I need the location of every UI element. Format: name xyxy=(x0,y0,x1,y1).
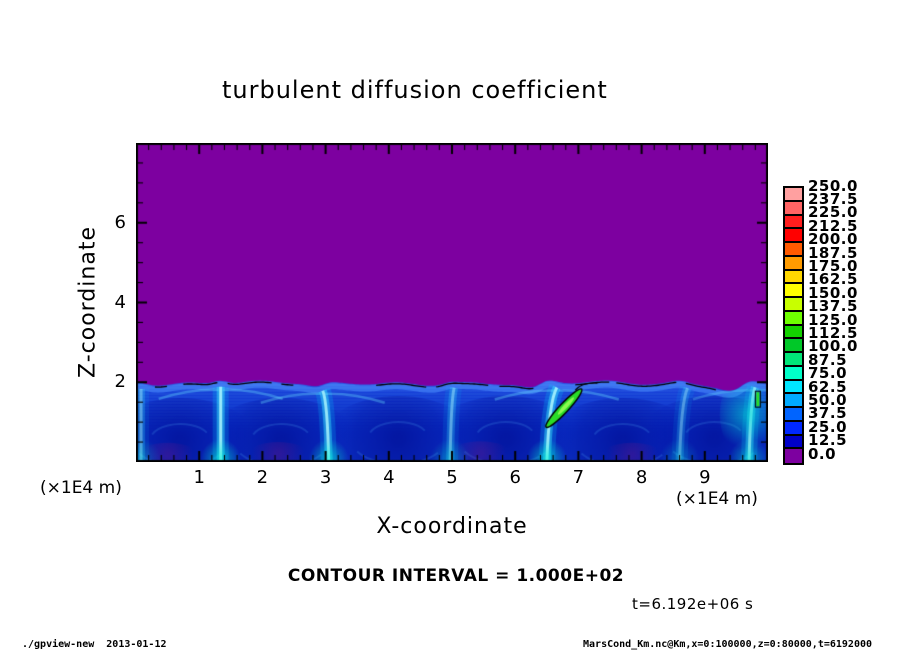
colorbar-label: 87.5 xyxy=(808,350,848,369)
colorbar-label: 187.5 xyxy=(808,243,858,262)
colorbar-label: 100.0 xyxy=(808,337,858,356)
x-tick-label: 4 xyxy=(383,467,395,488)
colorbar-label: 225.0 xyxy=(808,203,858,222)
colorbar-label: 75.0 xyxy=(808,364,848,383)
footer-source: MarsCond_Km.nc@Km,x=0:100000,z=0:80000,t… xyxy=(583,639,872,650)
colorbar-label: 250.0 xyxy=(808,176,858,195)
colorbar-label: 12.5 xyxy=(808,431,848,450)
y-tick-label: 4 xyxy=(114,291,126,313)
colorbar-label: 37.5 xyxy=(808,404,848,423)
colorbar-cell xyxy=(785,229,802,243)
x-tick-label: 2 xyxy=(256,467,269,488)
colorbar-cell xyxy=(785,201,802,216)
colorbar-cell xyxy=(785,243,802,257)
colorbar-label: 50.0 xyxy=(808,390,848,409)
colorbar-label: 150.0 xyxy=(808,283,858,302)
colorbar-label: 125.0 xyxy=(808,310,858,329)
y-axis-unit: (×1E4 m) xyxy=(40,478,122,498)
colorbar-cell xyxy=(785,353,802,367)
x-tick-label: 9 xyxy=(699,467,711,488)
colorbar-cell xyxy=(785,435,802,450)
contour-interval-note: CONTOUR INTERVAL = 1.000E+02 xyxy=(287,566,625,586)
time-annotation: t=6.192e+06 s xyxy=(632,595,754,613)
colorbar-cell xyxy=(785,380,802,395)
colorbar-label: 137.5 xyxy=(808,297,858,316)
colorbar-cell xyxy=(785,339,802,353)
colorbar-label: 237.5 xyxy=(808,189,858,208)
plot-title: turbulent diffusion coefficient xyxy=(222,76,608,104)
colorbar-label: 25.0 xyxy=(808,417,848,436)
colorbar-label: 0.0 xyxy=(808,444,837,463)
colorbar-cell xyxy=(785,408,802,422)
x-axis-label: X-coordinate xyxy=(376,514,528,539)
colorbar-cell xyxy=(785,394,802,408)
x-tick-label: 5 xyxy=(446,467,458,488)
y-tick-label: 6 xyxy=(114,211,126,233)
x-axis-unit: (×1E4 m) xyxy=(676,489,758,509)
colorbar-cell xyxy=(785,325,802,340)
colorbar-cell xyxy=(785,270,802,285)
colorbar xyxy=(783,186,804,465)
footer-command: ./gpview-new 2013-01-12 xyxy=(22,639,167,650)
colorbar-label: 62.5 xyxy=(808,377,848,396)
colorbar-cell xyxy=(785,449,802,463)
colorbar-label: 112.5 xyxy=(808,323,858,342)
colorbar-cell xyxy=(785,298,802,312)
colorbar-label: 212.5 xyxy=(808,216,858,235)
colorbar-cell xyxy=(785,366,802,381)
colorbar-cell xyxy=(785,284,802,298)
colorbar-label: 162.5 xyxy=(808,270,858,289)
colorbar-cell xyxy=(785,311,802,326)
x-tick-label: 1 xyxy=(193,467,205,488)
colorbar-cell xyxy=(785,421,802,436)
colorbar-cell xyxy=(785,256,802,271)
y-tick-label: 2 xyxy=(114,371,126,393)
contour-plot-canvas xyxy=(136,143,768,462)
colorbar-cell xyxy=(785,215,802,230)
x-tick-label: 8 xyxy=(635,467,648,488)
x-tick-label: 7 xyxy=(572,467,585,488)
colorbar-label: 200.0 xyxy=(808,230,858,249)
colorbar-cell xyxy=(785,188,802,202)
x-tick-label: 3 xyxy=(319,467,332,488)
colorbar-label: 175.0 xyxy=(808,256,858,275)
x-tick-label: 6 xyxy=(509,467,521,488)
